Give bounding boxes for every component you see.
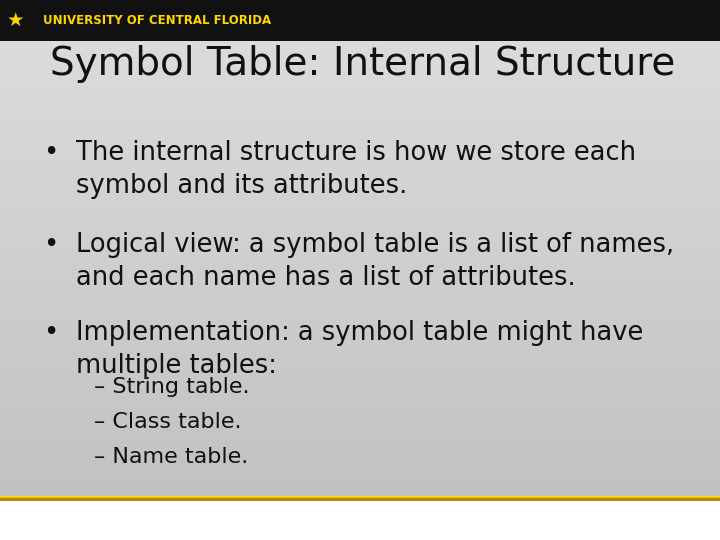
Bar bbox=[0, 498, 720, 501]
Text: •: • bbox=[43, 140, 58, 166]
Bar bbox=[0, 496, 720, 498]
Text: – Class table.: – Class table. bbox=[94, 412, 241, 432]
Text: Logical view: a symbol table is a list of names,
and each name has a list of att: Logical view: a symbol table is a list o… bbox=[76, 232, 674, 291]
Text: Symbol Table: Internal Structure: Symbol Table: Internal Structure bbox=[50, 45, 676, 83]
Text: •: • bbox=[43, 320, 58, 346]
Text: – String table.: – String table. bbox=[94, 377, 249, 397]
Text: Implementation: a symbol table might have
multiple tables:: Implementation: a symbol table might hav… bbox=[76, 320, 643, 379]
Text: UNIVERSITY OF CENTRAL FLORIDA: UNIVERSITY OF CENTRAL FLORIDA bbox=[43, 14, 271, 27]
Text: ★: ★ bbox=[7, 11, 24, 30]
Text: •: • bbox=[43, 232, 58, 258]
Text: The internal structure is how we store each
symbol and its attributes.: The internal structure is how we store e… bbox=[76, 140, 636, 199]
Text: – Name table.: – Name table. bbox=[94, 447, 248, 467]
